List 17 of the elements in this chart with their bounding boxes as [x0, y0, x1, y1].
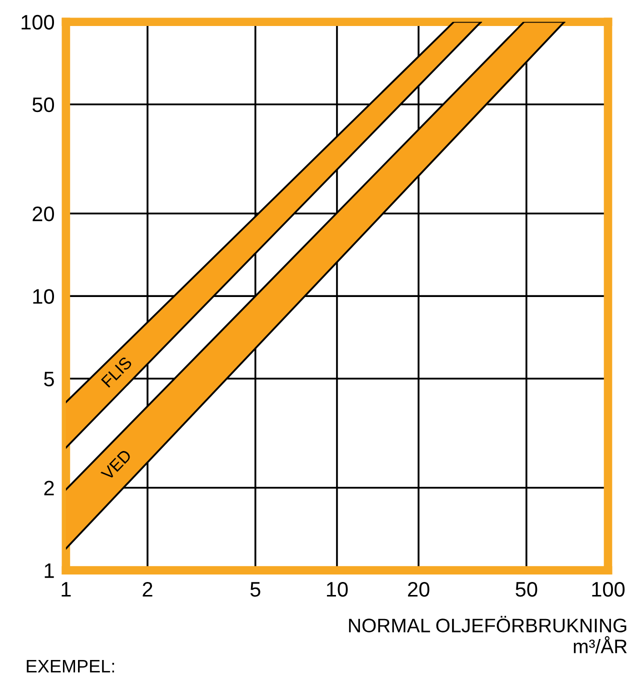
- y-tick-label: 2: [44, 480, 54, 496]
- y-tick-label: 50: [32, 97, 54, 112]
- y-tick-label: 5: [44, 372, 54, 386]
- x-tick-label: 5: [250, 582, 260, 597]
- x-tick-label: 50: [516, 582, 538, 597]
- y-tick-label: 10: [33, 289, 54, 304]
- y-tick-label: 20: [32, 206, 54, 222]
- y-tick-label: 100: [22, 14, 54, 30]
- y-tick-label: 1: [44, 564, 54, 578]
- x-tick-label: 100: [592, 582, 625, 597]
- x-tick-label: 2: [142, 582, 152, 597]
- text: EXEMPEL:: [26, 660, 114, 672]
- x-tick-label: 1: [62, 582, 71, 597]
- x-axis-title: NORMAL OLJEFÖRBRUKNING m³/ÅR: [349, 616, 627, 654]
- x-tick-label: 10: [326, 582, 348, 597]
- x-tick-label: 20: [408, 582, 430, 597]
- text: VED: [100, 448, 132, 481]
